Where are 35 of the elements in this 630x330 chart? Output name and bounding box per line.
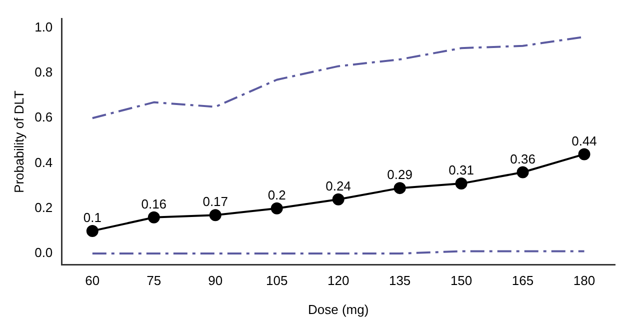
- data-label: 0.29: [387, 167, 412, 182]
- point: [86, 224, 98, 237]
- point: [148, 211, 160, 224]
- y-tick-label: 0.0: [34, 245, 53, 260]
- point: [455, 178, 468, 190]
- x-tick-label: 165: [512, 273, 534, 288]
- y-tick-label: 0.6: [34, 110, 53, 125]
- x-tick-label: 135: [388, 273, 411, 288]
- x-tick-label: 75: [146, 273, 162, 288]
- y-tick-label: 0.4: [34, 154, 53, 170]
- y-tick-label: 1.0: [34, 19, 53, 34]
- x-tick-label: 150: [450, 273, 472, 288]
- point: [578, 148, 590, 160]
- x-axis-title: Dose (mg): [308, 302, 369, 317]
- data-label: 0.44: [572, 133, 597, 148]
- x-tick-label: 90: [208, 273, 223, 288]
- data-label: 0.2: [268, 187, 286, 202]
- point: [332, 193, 344, 206]
- data-label: 0.16: [141, 196, 167, 212]
- x-tick-label: 60: [85, 273, 100, 288]
- data-label: 0.31: [448, 162, 474, 178]
- x-tick-label: 105: [266, 273, 288, 288]
- y-axis-title: Probability of DLT: [11, 90, 26, 193]
- data-label: 0.17: [202, 194, 228, 210]
- data-label: 0.24: [326, 178, 351, 194]
- y-tick-label: 0.8: [34, 64, 53, 80]
- point: [209, 209, 222, 222]
- x-tick-label: 120: [327, 273, 350, 288]
- data-label: 0.1: [83, 210, 102, 226]
- data-label: 0.36: [510, 151, 536, 166]
- y-tick-label: 0.2: [34, 200, 53, 215]
- point: [270, 202, 283, 214]
- point: [394, 182, 406, 194]
- point: [516, 166, 529, 178]
- x-tick-label: 180: [573, 273, 596, 288]
